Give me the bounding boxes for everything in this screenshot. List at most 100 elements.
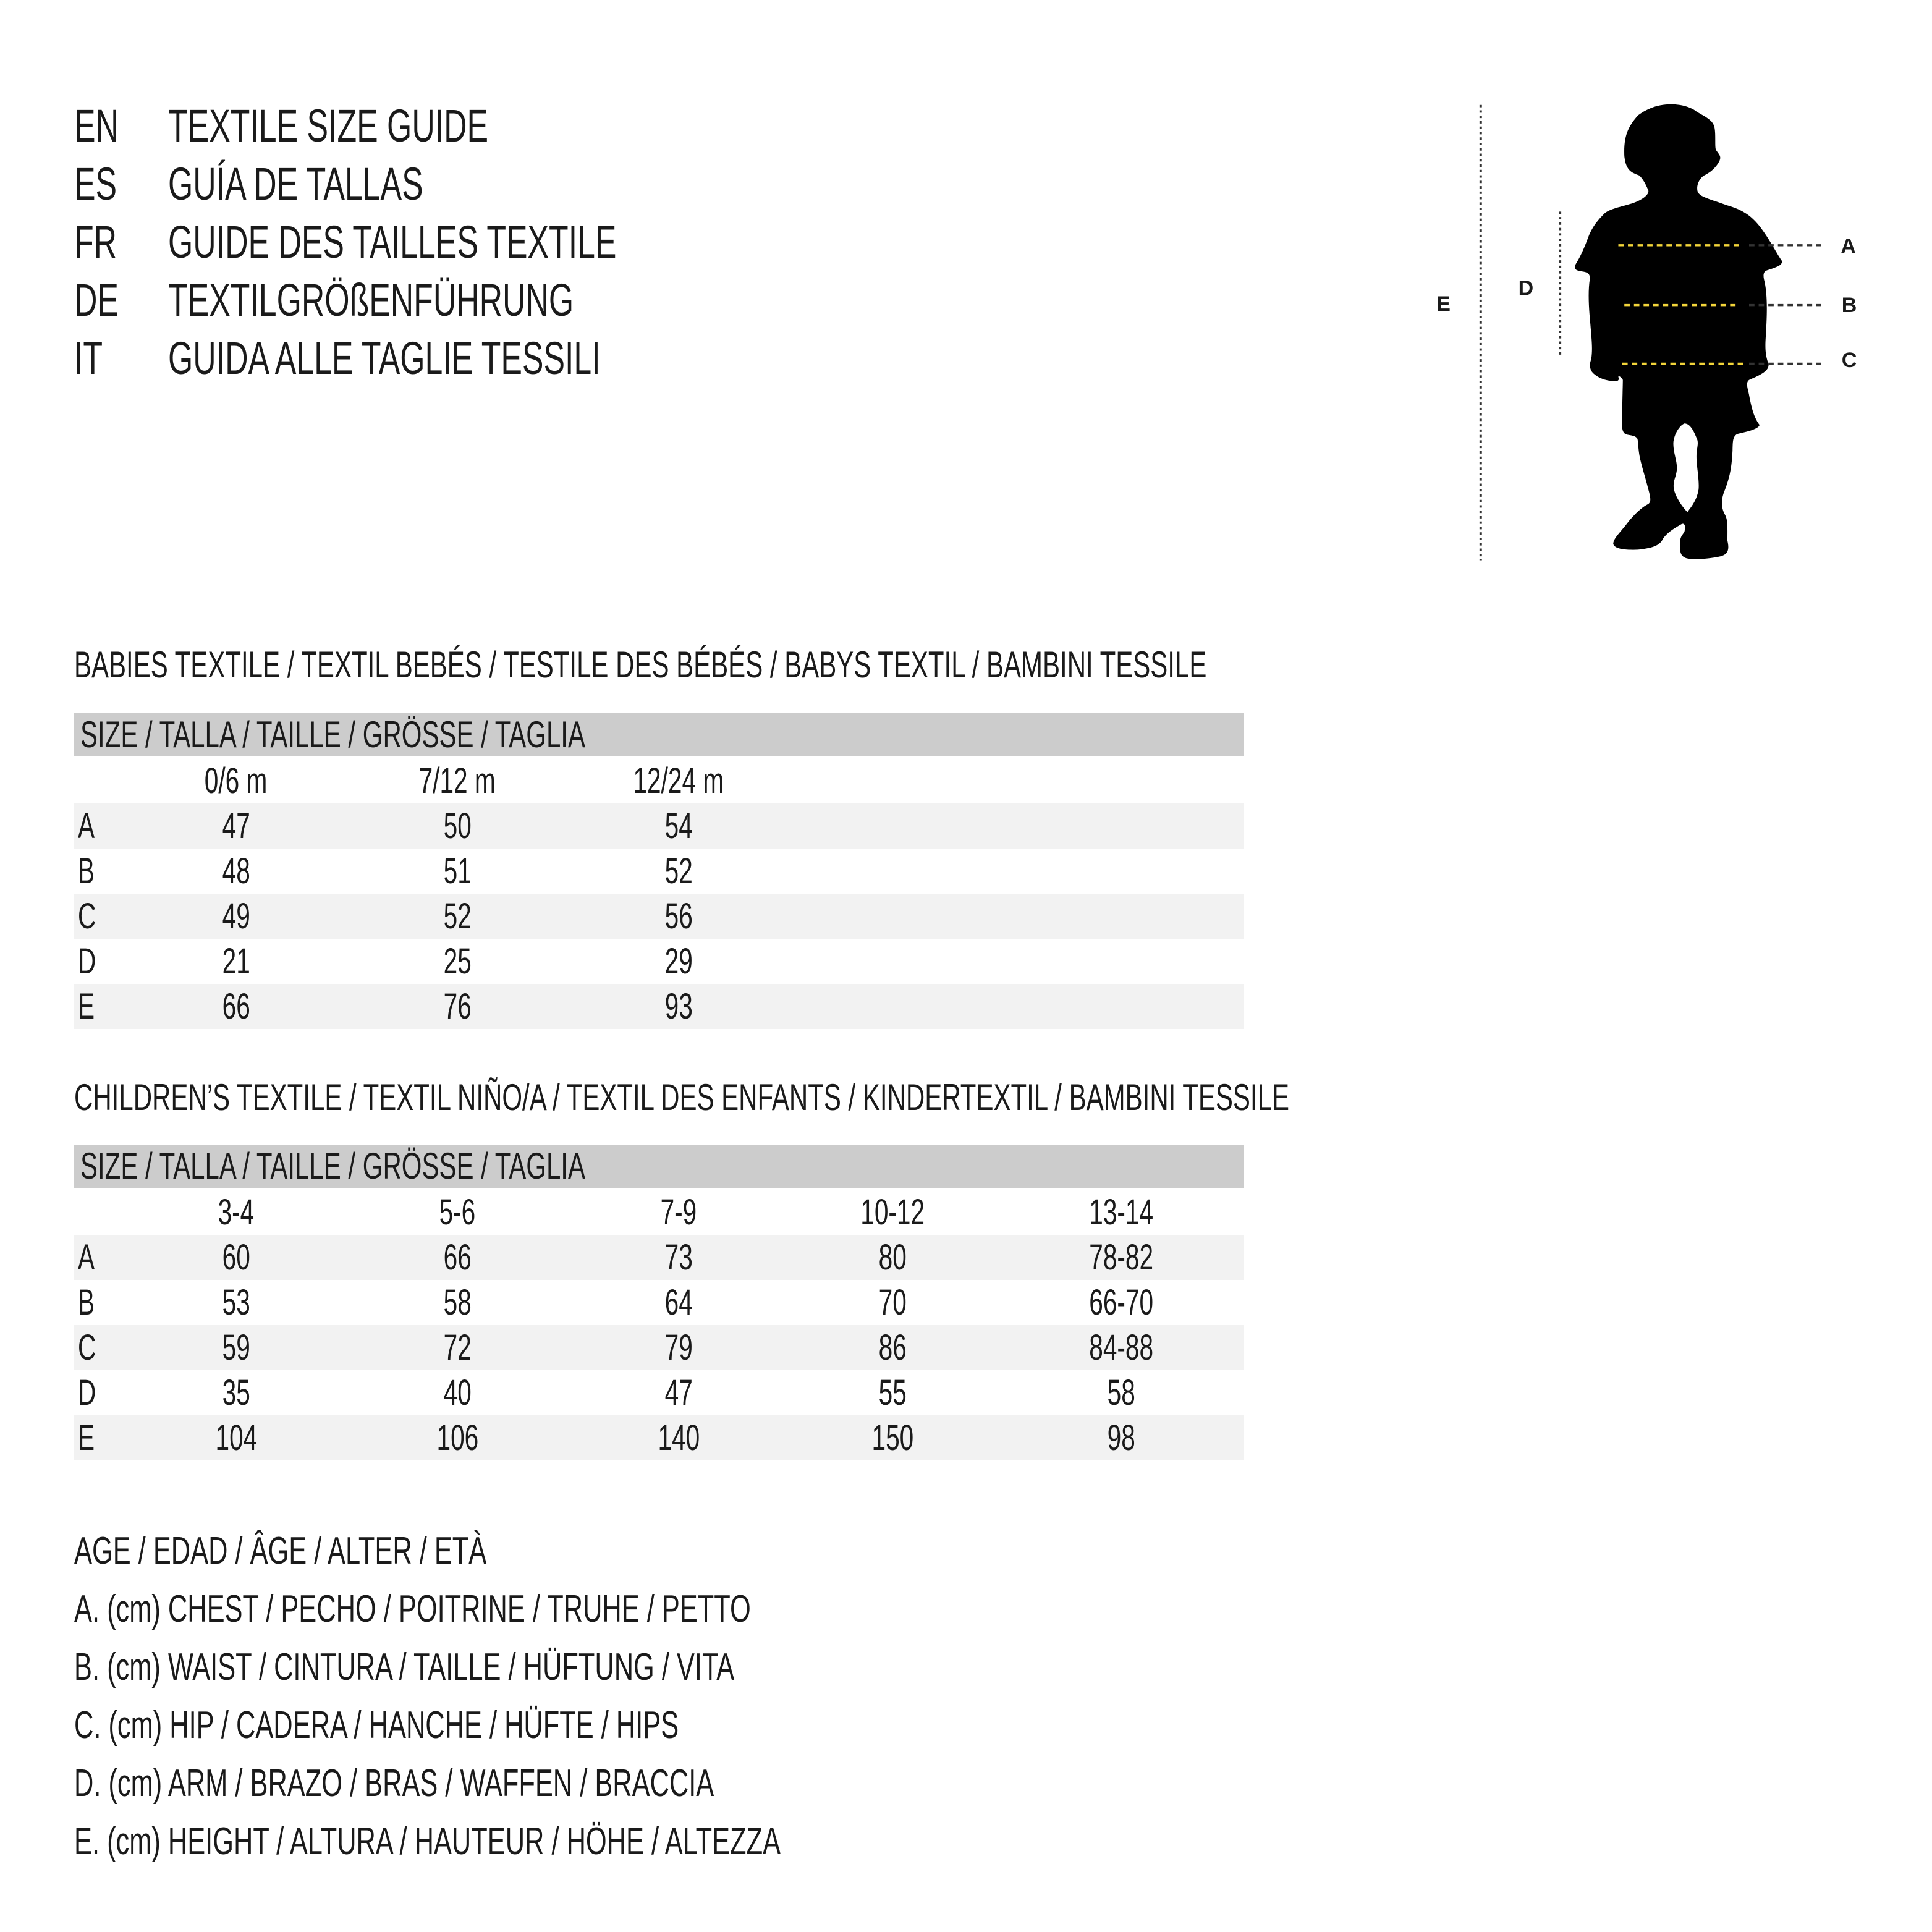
legend-item: E. (cm) HEIGHT / ALTURA / HAUTEUR / HÖHE… <box>74 1813 1083 1871</box>
table-cell: 93 <box>586 984 771 1029</box>
babies-size-header: SIZE / TALLA / TAILLE / GRÖSSE / TAGLIA <box>74 713 1244 756</box>
table-cell: 47 <box>586 1370 771 1415</box>
column-header: 0/6 m <box>143 756 329 806</box>
cell-value: 140 <box>658 1418 700 1458</box>
column-header: 10-12 <box>800 1188 985 1237</box>
cell-value: 72 <box>443 1328 472 1368</box>
table-cell: 53 <box>143 1280 329 1325</box>
row-label: C <box>78 894 104 939</box>
label-e: E <box>1436 292 1451 316</box>
column-header-text: 3-4 <box>218 1192 255 1232</box>
cell-value: 64 <box>664 1282 693 1323</box>
guide-title-text: GUIDE DES TAILLES TEXTILE <box>168 216 617 268</box>
language-code: IT <box>74 329 115 388</box>
cell-value: 66 <box>222 986 250 1027</box>
legend-text: B. (cm) WAIST / CINTURA / TAILLE / HÜFTU… <box>74 1646 735 1688</box>
label-d: D <box>1519 277 1534 300</box>
babies-column-headers: 0/6 m 7/12 m 12/24 m <box>74 756 1244 803</box>
table-row: D 35 40 47 55 58 <box>74 1370 1244 1415</box>
label-c: C <box>1842 349 1857 372</box>
table-cell: 51 <box>365 849 550 894</box>
table-cell: 48 <box>143 849 329 894</box>
table-row: D 21 25 29 <box>74 939 1244 984</box>
language-code: EN <box>74 97 138 155</box>
children-size-header: SIZE / TALLA / TAILLE / GRÖSSE / TAGLIA <box>74 1145 1244 1188</box>
table-cell: 104 <box>143 1415 329 1460</box>
legend-item: AGE / EDAD / ÂGE / ALTER / ETÀ <box>74 1522 663 1580</box>
table-cell: 60 <box>143 1235 329 1280</box>
cell-value: 49 <box>222 896 250 936</box>
language-code: ES <box>74 155 135 213</box>
table-cell: 49 <box>143 894 329 939</box>
cell-value: 54 <box>664 806 693 846</box>
row-label-text: E <box>78 986 95 1027</box>
babies-section-title: BABIES TEXTILE / TEXTIL BEBÉS / TESTILE … <box>74 640 1692 690</box>
table-cell: 58 <box>1028 1370 1214 1415</box>
table-cell: 25 <box>365 939 550 984</box>
child-silhouette-icon <box>1575 104 1782 559</box>
column-header: 5-6 <box>365 1188 550 1237</box>
row-label: E <box>78 984 102 1029</box>
row-label-text: C <box>78 1328 96 1368</box>
section-title-text: BABIES TEXTILE / TEXTIL BEBÉS / TESTILE … <box>74 644 1207 685</box>
table-cell: 55 <box>800 1370 985 1415</box>
language-code-text: ES <box>74 158 117 210</box>
legend-text: A. (cm) CHEST / PECHO / POITRINE / TRUHE… <box>74 1588 751 1630</box>
row-label: D <box>78 939 104 984</box>
table-cell: 64 <box>586 1280 771 1325</box>
cell-value: 35 <box>222 1373 250 1413</box>
column-header-text: 13-14 <box>1089 1192 1153 1232</box>
guide-title: TEXTILE SIZE GUIDE <box>168 97 625 155</box>
row-label-text: A <box>78 1237 95 1277</box>
table-cell: 58 <box>365 1280 550 1325</box>
table-cell: 35 <box>143 1370 329 1415</box>
size-label: SIZE / TALLA / TAILLE / GRÖSSE / TAGLIA <box>80 1145 585 1187</box>
table-cell: 40 <box>365 1370 550 1415</box>
table-row: B 53 58 64 70 66-70 <box>74 1280 1244 1325</box>
table-cell: 21 <box>143 939 329 984</box>
language-code: FR <box>74 213 135 271</box>
guide-title-text: TEXTILE SIZE GUIDE <box>168 100 489 151</box>
section-title-text: CHILDREN’S TEXTILE / TEXTIL NIÑO/A / TEX… <box>74 1077 1289 1118</box>
row-label-text: D <box>78 941 96 981</box>
table-cell: 72 <box>365 1325 550 1370</box>
row-label: E <box>78 1415 102 1460</box>
cell-value: 93 <box>664 986 693 1027</box>
column-header: 7-9 <box>586 1188 771 1237</box>
legend-item: D. (cm) ARM / BRAZO / BRAS / WAFFEN / BR… <box>74 1755 988 1813</box>
column-header-text: 5-6 <box>439 1192 476 1232</box>
guide-title-text: GUIDA ALLE TAGLIE TESSILI <box>168 333 601 384</box>
table-cell: 140 <box>586 1415 771 1460</box>
table-cell: 59 <box>143 1325 329 1370</box>
cell-value: 73 <box>664 1237 693 1277</box>
table-cell: 76 <box>365 984 550 1029</box>
cell-value: 21 <box>222 941 250 981</box>
guide-title-text: TEXTILGRÖßENFÜHRUNG <box>168 274 574 326</box>
table-cell: 54 <box>586 803 771 849</box>
cell-value: 25 <box>443 941 472 981</box>
column-header-text: 0/6 m <box>205 761 268 801</box>
cell-value: 86 <box>878 1328 907 1368</box>
cell-value: 56 <box>664 896 693 936</box>
legend-text: E. (cm) HEIGHT / ALTURA / HAUTEUR / HÖHE… <box>74 1820 781 1863</box>
cell-value: 84-88 <box>1089 1328 1153 1368</box>
cell-value: 98 <box>1107 1418 1135 1458</box>
table-cell: 70 <box>800 1280 985 1325</box>
language-code-text: FR <box>74 216 117 268</box>
cell-value: 51 <box>443 851 472 891</box>
label-a: A <box>1841 235 1856 258</box>
cell-value: 55 <box>878 1373 907 1413</box>
column-header: 13-14 <box>1028 1188 1214 1237</box>
row-label-text: D <box>78 1373 96 1413</box>
table-cell: 106 <box>365 1415 550 1460</box>
legend-item: A. (cm) CHEST / PECHO / POITRINE / TRUHE… <box>74 1580 1041 1638</box>
cell-value: 47 <box>222 806 250 846</box>
row-label-text: B <box>78 851 95 891</box>
row-label: A <box>78 1235 102 1280</box>
cell-value: 150 <box>871 1418 913 1458</box>
cell-value: 58 <box>443 1282 472 1323</box>
table-row: C 49 52 56 <box>74 894 1244 939</box>
cell-value: 66 <box>443 1237 472 1277</box>
row-label-text: C <box>78 896 96 936</box>
cell-value: 53 <box>222 1282 250 1323</box>
